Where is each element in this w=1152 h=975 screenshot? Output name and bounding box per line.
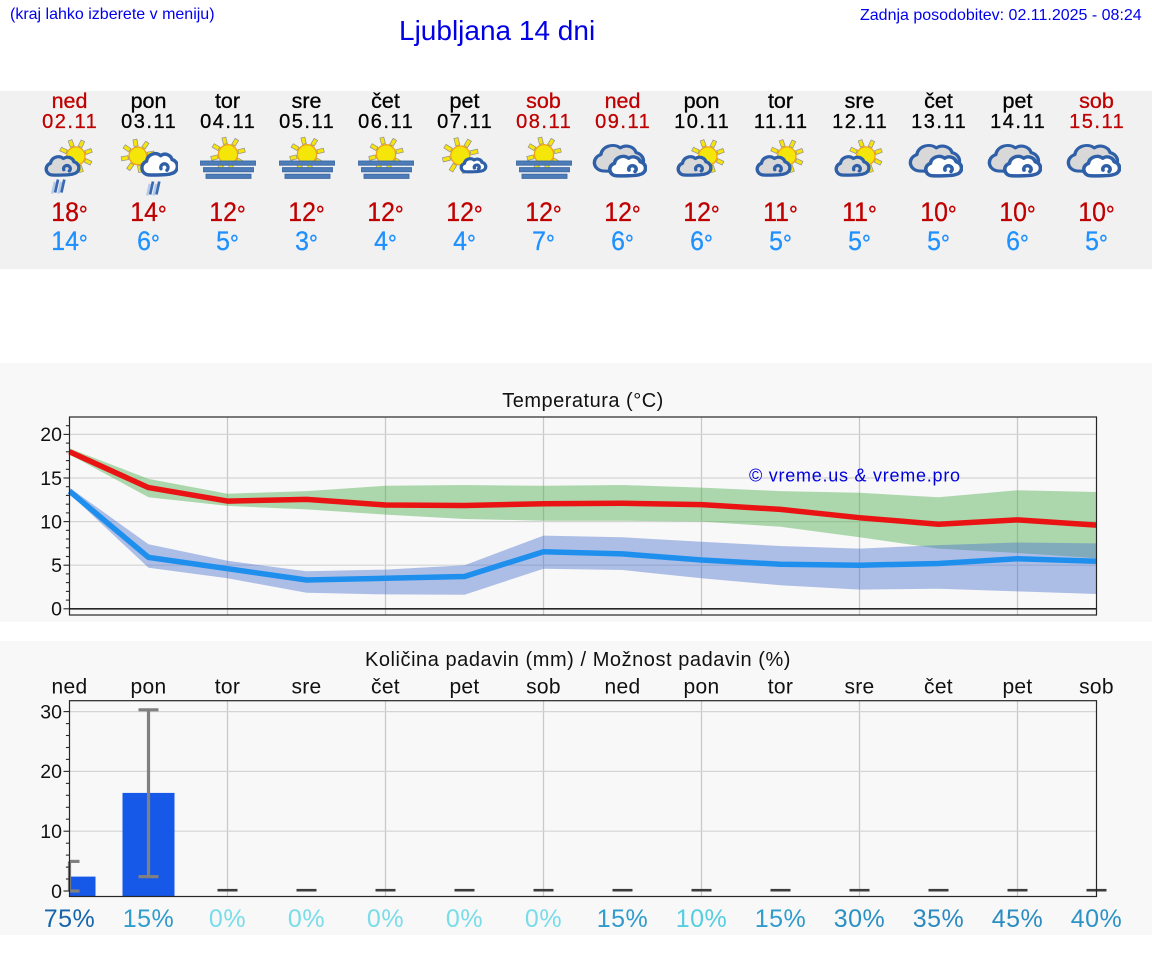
svg-text:čet: čet <box>371 676 400 699</box>
svg-text:pon: pon <box>131 676 167 699</box>
svg-text:0%: 0% <box>288 905 325 933</box>
svg-text:0: 0 <box>51 599 62 621</box>
svg-text:30%: 30% <box>834 905 886 933</box>
svg-text:15%: 15% <box>755 905 807 933</box>
svg-text:pet: pet <box>449 676 479 699</box>
svg-text:čet: čet <box>924 676 953 699</box>
svg-text:0%: 0% <box>525 905 562 933</box>
svg-text:Količina padavin (mm) / Možnos: Količina padavin (mm) / Možnost padavin … <box>365 649 791 671</box>
svg-text:sre: sre <box>844 676 874 699</box>
svg-text:15: 15 <box>40 468 62 490</box>
svg-text:35%: 35% <box>913 905 965 933</box>
svg-text:40%: 40% <box>1071 905 1123 933</box>
svg-text:0%: 0% <box>209 905 246 933</box>
svg-text:pon: pon <box>684 676 720 699</box>
svg-text:© vreme.us & vreme.pro: © vreme.us & vreme.pro <box>749 466 961 486</box>
svg-text:10: 10 <box>40 511 62 533</box>
svg-text:45%: 45% <box>992 905 1044 933</box>
svg-text:20: 20 <box>40 761 62 783</box>
svg-text:30: 30 <box>40 701 62 723</box>
svg-text:sob: sob <box>1079 676 1114 699</box>
svg-text:ned: ned <box>52 676 88 699</box>
svg-text:15%: 15% <box>597 905 649 933</box>
svg-text:tor: tor <box>768 676 793 699</box>
svg-text:5: 5 <box>51 555 62 577</box>
svg-text:75%: 75% <box>44 905 96 933</box>
svg-text:tor: tor <box>215 676 240 699</box>
svg-text:10: 10 <box>40 821 62 843</box>
svg-text:15%: 15% <box>123 905 175 933</box>
svg-text:0%: 0% <box>446 905 483 933</box>
svg-text:sre: sre <box>291 676 321 699</box>
svg-text:20: 20 <box>40 424 62 446</box>
svg-text:pet: pet <box>1002 676 1032 699</box>
svg-text:sob: sob <box>526 676 561 699</box>
svg-text:Temperatura (°C): Temperatura (°C) <box>502 390 664 412</box>
svg-text:0: 0 <box>51 881 62 903</box>
svg-text:0%: 0% <box>367 905 404 933</box>
svg-text:ned: ned <box>605 676 641 699</box>
svg-text:10%: 10% <box>676 905 728 933</box>
